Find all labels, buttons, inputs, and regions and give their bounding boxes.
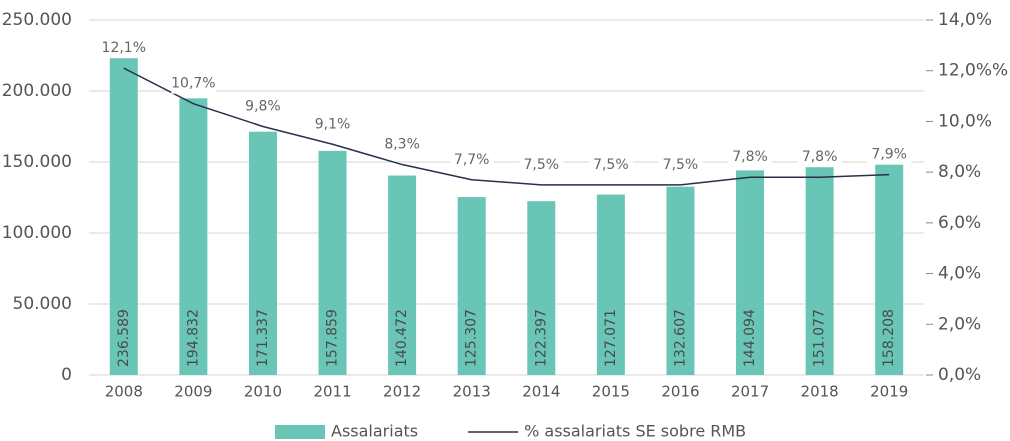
- bar-value-label: 127.071: [603, 309, 619, 367]
- label-bg: [240, 96, 285, 117]
- label-bg: [867, 144, 912, 165]
- bar: [388, 175, 417, 375]
- label-bg: [519, 154, 564, 175]
- legend-label: % assalariats SE sobre RMB: [524, 422, 746, 441]
- bar: [318, 150, 347, 375]
- line-value-label: 8,3%: [384, 137, 420, 153]
- x-tick-label: 2010: [244, 383, 282, 401]
- bar: [805, 160, 834, 375]
- label-bg: [449, 149, 494, 170]
- bar-value-label: 132.607: [672, 309, 688, 367]
- bar-value-label: 157.859: [325, 309, 341, 367]
- bar-value-label: 236.589: [116, 309, 132, 367]
- label-bg: [171, 73, 216, 94]
- x-tick-label: 2008: [105, 383, 143, 401]
- bar-value-label: 151.077: [812, 309, 828, 367]
- x-tick-label: 2011: [313, 383, 351, 401]
- line-value-label: 7,9%: [871, 147, 907, 163]
- label-bg: [797, 147, 842, 168]
- y2-tick-label: 14,0%: [938, 10, 992, 30]
- label-bg: [728, 147, 773, 168]
- x-tick-label: 2009: [174, 383, 212, 401]
- line-value-label: 10,7%: [171, 76, 215, 92]
- x-tick-label: 2014: [522, 383, 560, 401]
- y2-tick-label: 6,0%: [938, 213, 981, 233]
- line-value-label: 7,8%: [732, 149, 768, 165]
- bar-value-label: 158.208: [881, 309, 897, 367]
- bar: [527, 201, 556, 375]
- line-value-label: 9,8%: [245, 99, 281, 115]
- bar: [666, 186, 695, 375]
- line-value-label: 9,1%: [315, 116, 351, 132]
- line-value-label: 7,5%: [593, 157, 629, 173]
- x-tick-label: 2019: [870, 383, 908, 401]
- y-tick-label: 0: [61, 365, 72, 385]
- bar: [248, 131, 277, 375]
- x-tick-label: 2017: [731, 383, 769, 401]
- label-bg: [588, 154, 633, 175]
- bar-value-label: 194.832: [185, 309, 201, 367]
- y-tick-label: 250.000: [2, 10, 72, 30]
- label-bg: [380, 134, 425, 155]
- x-tick-label: 2012: [383, 383, 421, 401]
- bar: [875, 150, 904, 375]
- legend-swatch: [275, 425, 325, 439]
- bar-value-label: 171.337: [255, 309, 271, 367]
- x-tick-label: 2015: [592, 383, 630, 401]
- bar: [109, 39, 138, 376]
- y2-tick-label: 4,0%: [938, 264, 981, 284]
- y2-tick-label: 10,0%: [938, 111, 992, 131]
- line-value-label: 12,1%: [102, 40, 146, 56]
- y2-tick-label: 8,0%: [938, 162, 981, 182]
- line-value-label: 7,7%: [454, 152, 490, 168]
- bar: [596, 194, 625, 375]
- y-tick-label: 200.000: [2, 81, 72, 101]
- line-value-label: 7,8%: [802, 149, 838, 165]
- y2-tick-label: 12,0%%: [938, 61, 1008, 81]
- bar-value-label: 122.397: [533, 309, 549, 367]
- y-tick-label: 100.000: [2, 223, 72, 243]
- legend-label: Assalariats: [331, 422, 418, 441]
- label-bg: [658, 154, 703, 175]
- bar: [736, 170, 765, 375]
- x-tick-label: 2013: [453, 383, 491, 401]
- label-bg: [101, 38, 146, 59]
- x-tick-label: 2018: [801, 383, 839, 401]
- line: [123, 67, 890, 186]
- bar-value-label: 144.094: [742, 309, 758, 367]
- label-bg: [310, 114, 355, 135]
- bar-value-label: 140.472: [394, 309, 410, 367]
- bar: [179, 98, 208, 375]
- y-tick-label: 150.000: [2, 152, 72, 172]
- y2-tick-label: 2,0%: [938, 314, 981, 334]
- bar-value-label: 125.307: [464, 309, 480, 367]
- x-tick-label: 2016: [661, 383, 699, 401]
- y2-tick-label: 0,0%: [938, 365, 981, 385]
- bar: [457, 197, 486, 375]
- line-value-label: 7,5%: [663, 157, 699, 173]
- line-value-label: 7,5%: [524, 157, 560, 173]
- y-tick-label: 50.000: [13, 294, 72, 314]
